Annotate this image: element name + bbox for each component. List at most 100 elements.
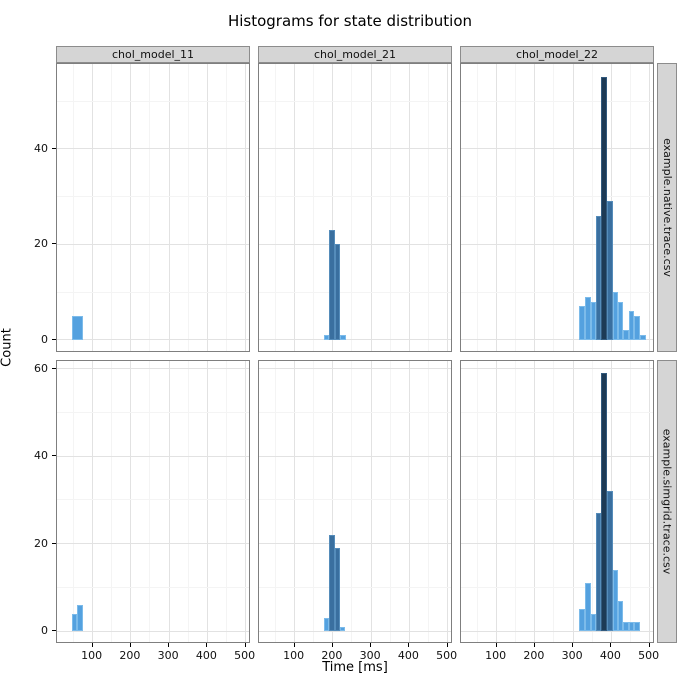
grid-line-x-minor bbox=[72, 361, 74, 642]
x-axis-tick-label: 500 bbox=[638, 649, 660, 662]
grid-line-x-major bbox=[496, 64, 498, 351]
x-axis-title: Time [ms] bbox=[322, 660, 388, 675]
grid-line-y-major bbox=[57, 543, 249, 545]
histogram-bar bbox=[596, 215, 602, 340]
x-axis-tick-label: 100 bbox=[81, 649, 103, 662]
grid-line-x-minor bbox=[515, 361, 517, 642]
grid-line-x-minor bbox=[313, 361, 315, 642]
histogram-bar bbox=[340, 335, 346, 340]
x-axis-tick-label: 200 bbox=[119, 649, 141, 662]
y-axis-tick-label: 60 bbox=[34, 361, 48, 375]
histogram-bar bbox=[606, 201, 613, 340]
grid-line-x-major bbox=[408, 64, 410, 351]
histogram-bar bbox=[323, 335, 329, 340]
x-axis-tick-label: 200 bbox=[523, 649, 545, 662]
x-axis-tick-label: 100 bbox=[283, 649, 305, 662]
grid-line-x-minor bbox=[226, 64, 227, 351]
grid-line-y-minor bbox=[57, 586, 249, 588]
grid-line-x-major bbox=[572, 361, 574, 642]
grid-line-x-major bbox=[130, 361, 132, 642]
facet-strip-row-2-label: example.simgrid.trace.csv bbox=[660, 428, 674, 575]
grid-line-x-major bbox=[92, 361, 94, 642]
grid-line-y-minor bbox=[57, 499, 249, 501]
grid-line-x-minor bbox=[149, 64, 151, 351]
grid-line-x-major bbox=[168, 64, 170, 351]
grid-line-x-major bbox=[294, 64, 296, 351]
grid-line-x-minor bbox=[515, 64, 517, 351]
x-axis-tick-mark bbox=[206, 643, 208, 647]
y-axis-tick-mark bbox=[52, 542, 56, 544]
grid-line-y-major bbox=[461, 630, 653, 632]
y-axis-tick-mark bbox=[52, 338, 56, 340]
facet-strip-col-3-label: chol_model_22 bbox=[515, 48, 599, 61]
grid-line-x-major bbox=[245, 64, 247, 351]
grid-line-x-minor bbox=[553, 361, 555, 642]
grid-line-x-minor bbox=[72, 64, 74, 351]
grid-line-x-major bbox=[206, 64, 208, 351]
grid-line-x-major bbox=[447, 361, 449, 642]
grid-line-y-minor bbox=[461, 196, 653, 198]
grid-line-x-major bbox=[332, 361, 334, 642]
grid-line-x-major bbox=[130, 64, 132, 351]
grid-line-y-minor bbox=[461, 586, 653, 588]
facet-strip-col-3: chol_model_22 bbox=[460, 46, 654, 63]
x-axis-tick-mark bbox=[168, 643, 170, 647]
grid-line-y-major bbox=[57, 630, 249, 632]
histogram-bar bbox=[334, 244, 341, 340]
histogram-bar bbox=[71, 315, 83, 340]
y-axis-tick-mark bbox=[52, 243, 56, 245]
grid-line-y-minor bbox=[461, 100, 653, 102]
facet-panel-r0-c1 bbox=[258, 63, 452, 352]
facet-panel-r1-c0 bbox=[56, 360, 250, 643]
grid-line-x-major bbox=[370, 361, 372, 642]
grid-line-y-major bbox=[57, 243, 249, 245]
grid-line-x-minor bbox=[274, 64, 276, 351]
grid-line-y-minor bbox=[259, 411, 451, 413]
histogram-bar bbox=[623, 622, 629, 632]
grid-line-y-minor bbox=[259, 196, 451, 198]
x-axis-tick-mark bbox=[572, 643, 574, 647]
x-axis-tick-mark bbox=[331, 643, 333, 647]
grid-line-x-minor bbox=[389, 64, 391, 351]
grid-line-x-major bbox=[332, 64, 334, 351]
chart-title: Histograms for state distribution bbox=[227, 12, 473, 30]
x-axis-tick-label: 200 bbox=[321, 649, 343, 662]
histogram-bar bbox=[640, 335, 646, 340]
grid-line-x-minor bbox=[630, 361, 631, 642]
histogram-bar bbox=[590, 613, 597, 632]
histogram-bar bbox=[71, 613, 78, 632]
grid-line-x-major bbox=[92, 64, 94, 351]
grid-line-y-major bbox=[259, 455, 451, 457]
grid-line-x-major bbox=[408, 361, 410, 642]
y-axis-tick-mark bbox=[52, 367, 56, 369]
x-axis-tick-mark bbox=[408, 643, 410, 647]
histogram-bar bbox=[579, 306, 585, 340]
grid-line-x-major bbox=[534, 64, 536, 351]
grid-line-y-minor bbox=[259, 499, 451, 501]
grid-line-y-minor bbox=[259, 586, 451, 588]
grid-line-y-major bbox=[57, 148, 249, 150]
grid-line-x-minor bbox=[111, 64, 113, 351]
x-axis-tick-label: 300 bbox=[561, 649, 583, 662]
x-axis-tick-mark bbox=[129, 643, 131, 647]
y-axis-tick-mark bbox=[52, 455, 56, 457]
histogram-bar bbox=[329, 534, 335, 632]
grid-line-y-minor bbox=[461, 291, 653, 293]
grid-line-x-major bbox=[447, 64, 449, 351]
grid-line-y-major bbox=[461, 243, 653, 245]
grid-line-y-major bbox=[57, 339, 249, 341]
grid-line-y-minor bbox=[57, 291, 249, 293]
grid-line-y-major bbox=[57, 455, 249, 457]
grid-line-x-minor bbox=[476, 64, 478, 351]
grid-line-y-minor bbox=[57, 100, 249, 102]
grid-line-y-major bbox=[461, 148, 653, 150]
grid-line-x-minor bbox=[591, 361, 593, 642]
x-axis-tick-label: 400 bbox=[397, 649, 419, 662]
grid-line-y-major bbox=[259, 630, 451, 632]
grid-line-x-minor bbox=[591, 64, 593, 351]
x-axis-tick-label: 100 bbox=[485, 649, 507, 662]
facet-strip-row-1-label: example.native.trace.csv bbox=[660, 138, 674, 277]
grid-line-y-major bbox=[259, 368, 451, 370]
histogram-bar bbox=[579, 609, 585, 632]
histogram-bar bbox=[628, 622, 635, 632]
